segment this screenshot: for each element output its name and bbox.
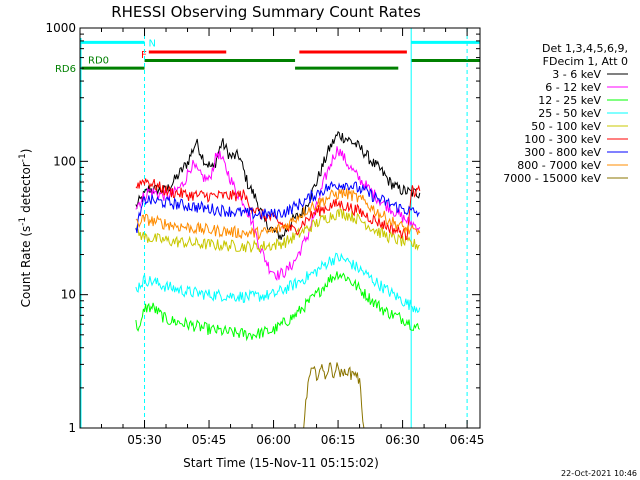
x-tick-label-0: 05:30: [127, 433, 162, 447]
series-8-line: [303, 362, 365, 429]
x-tick-label-1: 05:45: [192, 433, 227, 447]
series-6-line: [135, 180, 420, 234]
series-1-line: [135, 146, 421, 281]
legend-label-0: 3 - 6 keV: [552, 68, 601, 81]
series-4-line: [135, 207, 420, 253]
marker-layer: [80, 28, 468, 428]
legend: Det 1,3,4,5,6,9, FDecim 1, Att 0 3 - 6 k…: [503, 42, 628, 185]
y-tick-label-3: 1000: [45, 21, 76, 35]
flag-label-n: N: [149, 38, 156, 49]
x-axis-label: Start Time (15-Nov-11 05:15:02): [183, 456, 379, 470]
series-3-line: [135, 252, 421, 314]
legend-label-3: 25 - 50 keV: [538, 107, 601, 120]
timestamp: 22-Oct-2021 10:46: [561, 469, 637, 478]
legend-label-5: 100 - 300 keV: [524, 133, 601, 146]
chart-title: RHESSI Observing Summary Count Rates: [111, 3, 421, 21]
y-tick-label-0: 1: [68, 421, 76, 435]
x-tick-label-5: 06:45: [450, 433, 485, 447]
plot-frame: [79, 27, 481, 429]
legend-label-6: 300 - 800 keV: [524, 146, 601, 159]
flag-label-f: F: [141, 50, 147, 61]
y-tick-label-1: 10: [61, 288, 76, 302]
flag-label-rd0: RD0: [88, 56, 109, 67]
x-tick-label-3: 06:15: [321, 433, 356, 447]
series-layer: [135, 130, 421, 429]
x-tick-label-2: 06:00: [256, 433, 291, 447]
legend-label-8: 7000 - 15000 keV: [503, 172, 601, 185]
y-axis-label: Count Rate (s-1 detector-1): [18, 149, 33, 308]
legend-label-2: 12 - 25 keV: [538, 94, 601, 107]
flag-label-rd6: RD6: [55, 64, 76, 75]
y-tick-label-2: 100: [53, 154, 76, 168]
tick-layer: 1 10 100 1000 05:30 05:45 06:00 06:15 06:30 06:45: [45, 21, 484, 447]
plot-area: NF RD0 RD6 1 10 100 1000 05:30 05:45 06:00 06:15 0…: [45, 21, 484, 447]
x-tick-label-4: 06:30: [385, 433, 420, 447]
legend-label-4: 50 - 100 keV: [531, 120, 601, 133]
legend-header-line-2: FDecim 1, Att 0: [543, 55, 628, 68]
series-0-line: [135, 130, 421, 240]
legend-label-1: 6 - 12 keV: [545, 81, 601, 94]
legend-label-7: 800 - 7000 keV: [517, 159, 601, 172]
series-2-line: [135, 271, 421, 342]
legend-header-line-1: Det 1,3,4,5,6,9,: [542, 42, 628, 55]
series-5-line: [135, 178, 421, 241]
flag-layer: NF RD0 RD6: [55, 38, 480, 75]
series-7-line: [135, 188, 421, 241]
